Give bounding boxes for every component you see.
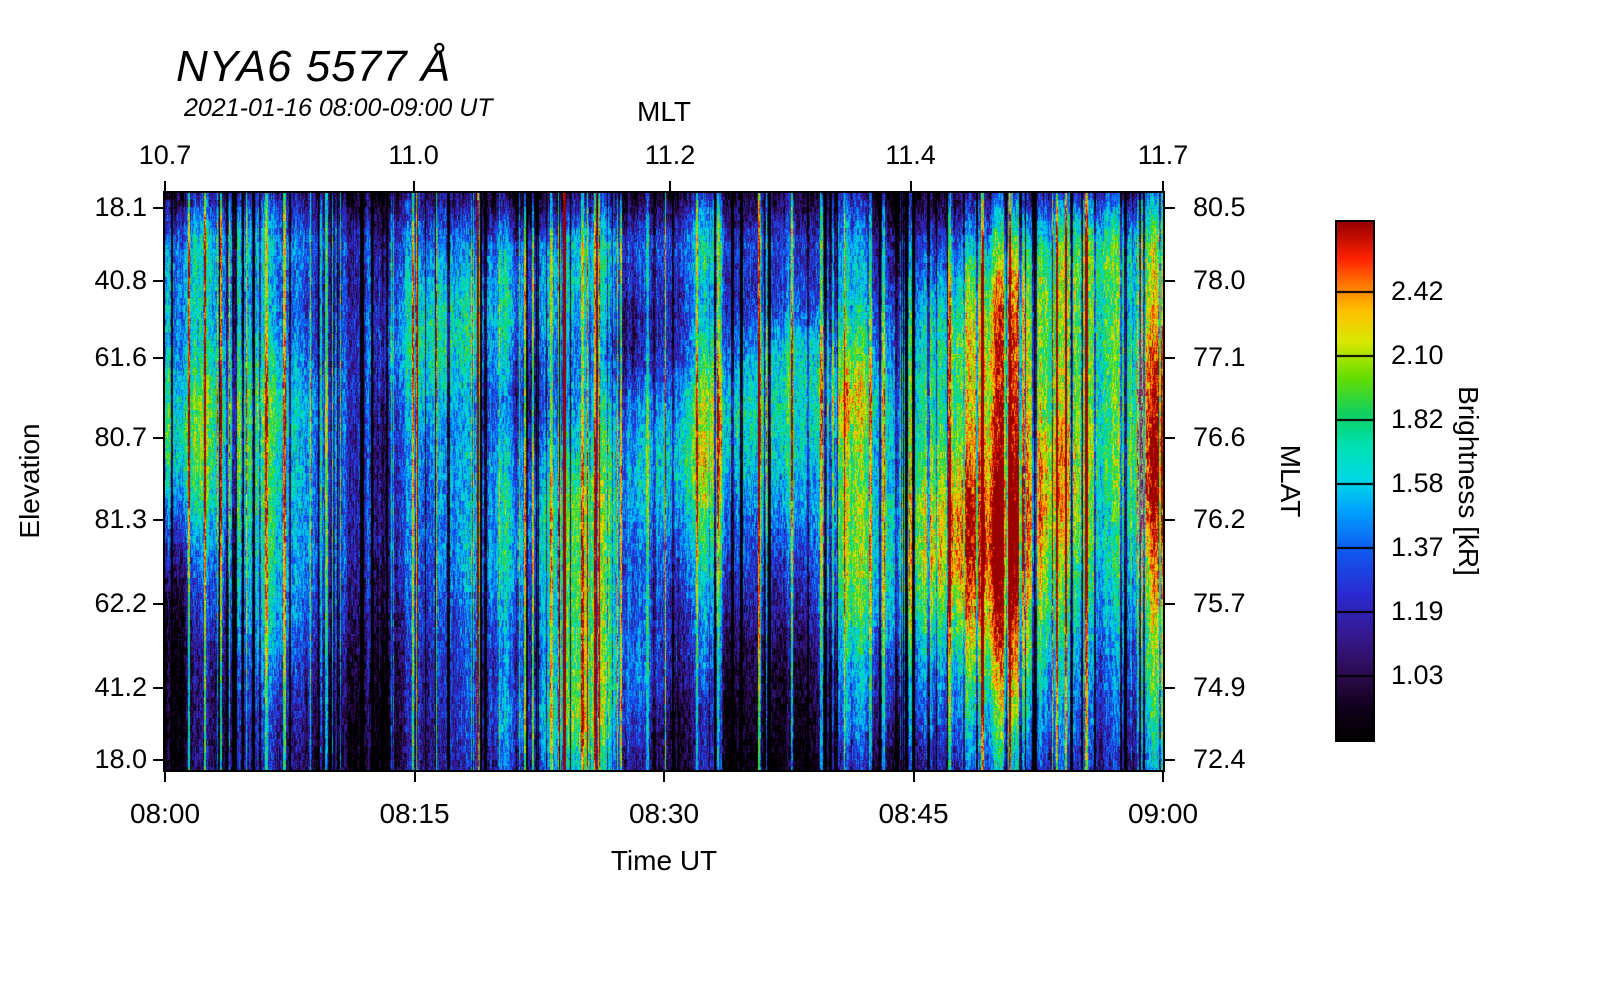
bottom-axis-tick <box>413 770 416 782</box>
left-axis-tick <box>153 759 165 762</box>
mlt-tick-label: 11.0 <box>388 140 439 170</box>
mlt-tick-label: 10.7 <box>138 140 192 170</box>
mlat-tick-label: 72.4 <box>1193 744 1246 775</box>
top-axis-tick <box>164 181 166 193</box>
mlat-tick-label: 74.9 <box>1193 672 1246 703</box>
elevation-tick-label: 81.3 <box>94 504 147 535</box>
elevation-tick-label: 40.8 <box>94 264 147 295</box>
time-tick-label: 09:00 <box>1127 798 1199 829</box>
left-axis-tick <box>153 279 165 282</box>
heatmap-canvas <box>165 193 1163 770</box>
elevation-tick-label: 80.7 <box>94 422 147 453</box>
time-tick-label: 08:15 <box>379 798 450 829</box>
left-axis-tick <box>153 207 165 209</box>
colorbar-label: Brightness [kR] <box>1453 386 1484 576</box>
right-axis-tick <box>1163 519 1175 522</box>
right-axis-tick <box>1163 207 1175 209</box>
mlat-tick-label: 75.7 <box>1193 587 1246 618</box>
time-tick-label: 08:00 <box>129 798 201 829</box>
elevation-axis-label: Elevation <box>14 423 45 539</box>
top-axis-tick <box>412 181 415 193</box>
mlt-axis-label: MLT <box>637 96 691 127</box>
right-axis-tick <box>1163 437 1175 440</box>
right-axis-tick <box>1163 279 1175 282</box>
colorbar-tick-label: 1.19 <box>1391 596 1444 627</box>
mlat-tick-label: 78.0 <box>1193 264 1246 295</box>
left-axis-tick <box>153 437 165 440</box>
bottom-axis-tick <box>663 770 665 782</box>
mlat-tick-label: 76.2 <box>1193 504 1246 535</box>
elevation-tick-label: 18.0 <box>94 744 147 775</box>
bottom-axis-tick <box>1162 770 1164 782</box>
colorbar-tick-label: 1.03 <box>1391 659 1444 690</box>
right-axis-tick <box>1163 602 1175 605</box>
mlat-tick-label: 77.1 <box>1193 342 1246 373</box>
plot-subtitle: 2021-01-16 08:00-09:00 UT <box>184 94 493 122</box>
left-axis-tick <box>153 357 165 360</box>
right-axis-tick <box>1163 687 1175 690</box>
mlt-tick-label: 11.4 <box>885 140 936 170</box>
mlt-tick-label: 11.7 <box>1137 140 1189 170</box>
time-tick-label: 08:45 <box>878 798 949 829</box>
top-axis-tick <box>1162 181 1164 193</box>
elevation-tick-label: 18.1 <box>94 192 147 222</box>
bottom-axis-tick <box>912 770 915 782</box>
time-axis-label: Time UT <box>610 845 718 876</box>
top-axis-tick <box>909 181 912 193</box>
time-tick-label: 08:30 <box>628 798 700 829</box>
left-axis-tick <box>153 519 165 522</box>
colorbar-tick-label: 2.42 <box>1391 275 1444 306</box>
elevation-tick-label: 41.2 <box>94 672 147 703</box>
mlat-axis-label: MLAT <box>1275 444 1306 518</box>
left-axis-tick <box>153 687 165 690</box>
right-axis-tick <box>1163 357 1175 360</box>
colorbar-tick-label: 1.37 <box>1391 531 1444 562</box>
top-axis-tick <box>668 181 671 193</box>
elevation-tick-label: 61.6 <box>94 342 147 373</box>
plot-title: NYA6 5577 Å <box>176 42 452 91</box>
colorbar-tick-label: 2.10 <box>1391 340 1444 371</box>
bottom-axis-tick <box>164 770 166 782</box>
left-axis-tick <box>153 602 165 605</box>
colorbar-canvas <box>1337 222 1373 740</box>
elevation-tick-label: 62.2 <box>94 587 147 618</box>
colorbar-tick-label: 1.82 <box>1391 403 1444 434</box>
mlat-tick-label: 80.5 <box>1193 192 1246 222</box>
colorbar-tick-label: 1.58 <box>1391 468 1444 499</box>
mlt-tick-label: 11.2 <box>644 140 696 170</box>
right-axis-tick <box>1163 759 1175 762</box>
mlat-tick-label: 76.6 <box>1193 422 1246 453</box>
